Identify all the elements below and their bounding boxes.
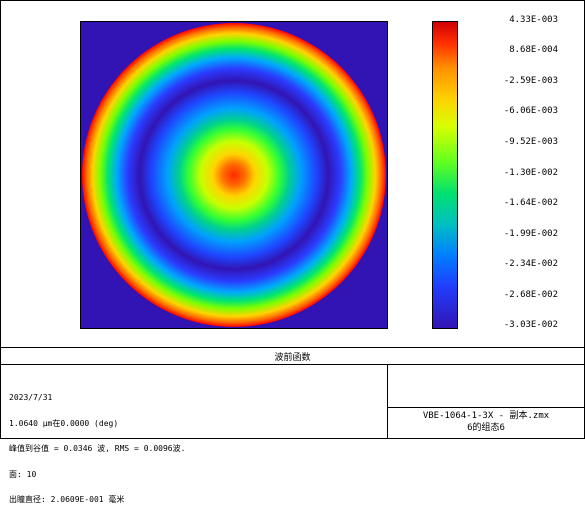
caption-top-divider — [0, 347, 585, 348]
wavefront-pupil-circle — [82, 23, 386, 327]
scale-tick-label: 4.33E-003 — [509, 15, 558, 25]
scale-tick-label: -9.52E-003 — [503, 137, 558, 147]
file-name: VBE-1064-1-3X - 副本.zmx — [422, 411, 550, 421]
scale-tick-label: -2.34E-002 — [503, 259, 558, 269]
scale-tick-label: -6.06E-003 — [503, 106, 558, 116]
configuration-label: 6的组态6 — [467, 423, 505, 433]
scale-tick-label: -1.30E-002 — [503, 168, 558, 178]
scale-tick-label: -1.99E-002 — [503, 229, 558, 239]
color-scale-bar — [432, 21, 458, 329]
scale-tick-label: -2.68E-002 — [503, 290, 558, 300]
scale-tick-label: -3.03E-002 — [503, 320, 558, 330]
info-wavelength: 1.0640 µm在0.0000 (deg) — [9, 418, 119, 428]
plot-title: 波前函数 — [274, 353, 311, 363]
info-peak-valley-rms: 峰值到谷值 = 0.0346 波, RMS = 0.0096波. — [9, 444, 186, 453]
scale-tick-label: -1.64E-002 — [503, 198, 558, 208]
scale-tick-label: 8.68E-004 — [509, 45, 558, 55]
scale-tick-label: -2.59E-003 — [503, 76, 558, 86]
wavefront-map — [80, 21, 388, 329]
caption-info-divider — [0, 364, 585, 365]
info-date: 2023/7/31 — [9, 393, 53, 402]
info-block: 2023/7/31 1.0640 µm在0.0000 (deg) 峰值到谷值 =… — [9, 377, 185, 513]
file-box-divider — [387, 407, 585, 408]
info-file-divider — [387, 364, 388, 438]
info-exit-pupil-diameter: 出瞳直径: 2.0609E-001 毫米 — [9, 495, 125, 504]
info-surface: 面: 10 — [9, 469, 37, 479]
